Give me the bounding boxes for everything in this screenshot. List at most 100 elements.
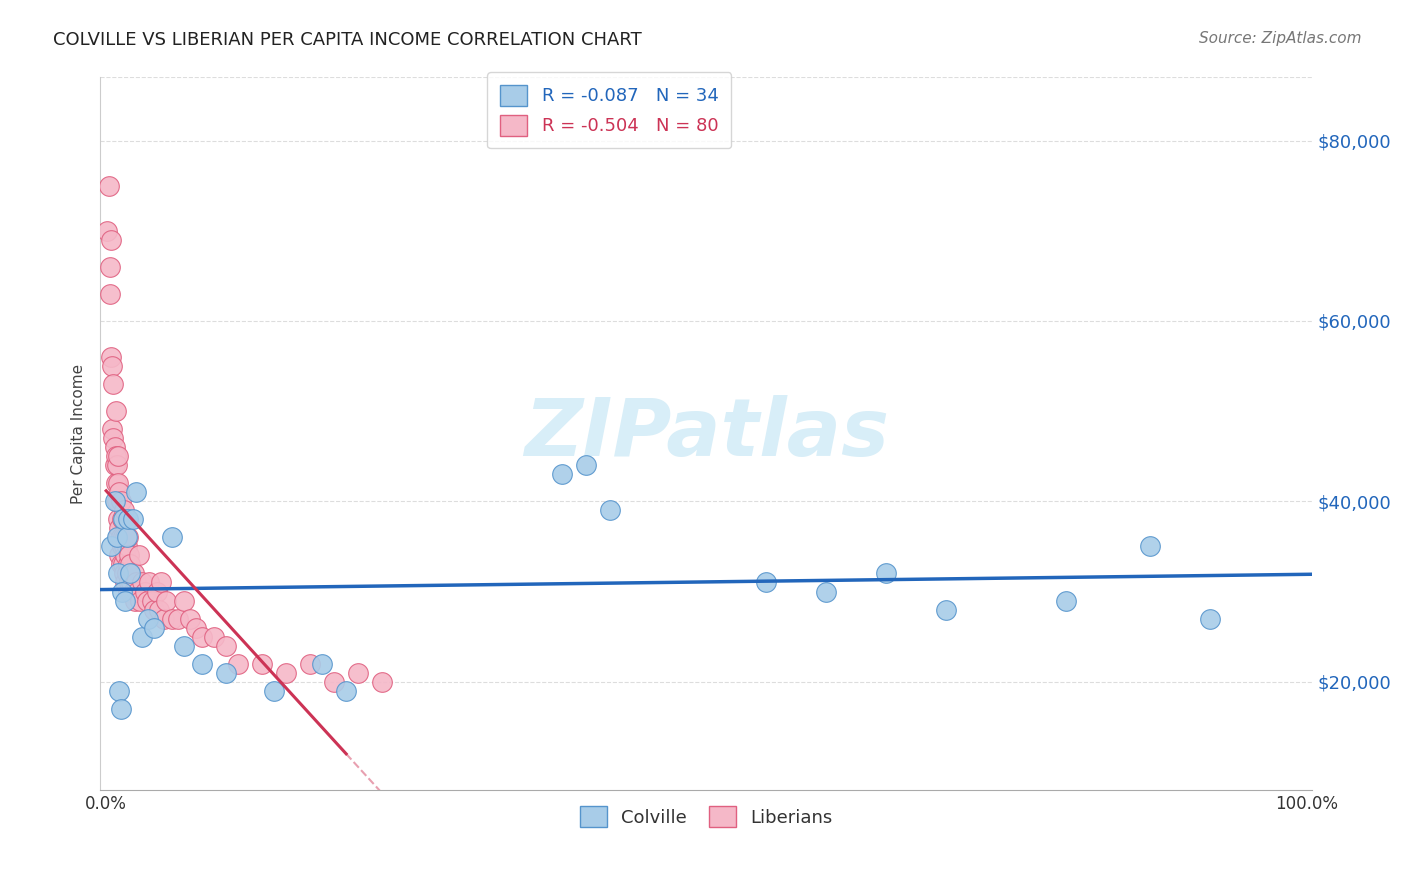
Text: COLVILLE VS LIBERIAN PER CAPITA INCOME CORRELATION CHART: COLVILLE VS LIBERIAN PER CAPITA INCOME C… — [53, 31, 643, 49]
Point — [114, 593, 136, 607]
Point — [136, 593, 159, 607]
Point — [1054, 593, 1077, 607]
Point — [115, 540, 138, 554]
Point — [111, 512, 134, 526]
Point — [112, 503, 135, 517]
Point — [128, 549, 150, 563]
Y-axis label: Per Capita Income: Per Capita Income — [72, 364, 86, 504]
Point — [117, 530, 139, 544]
Point — [215, 665, 238, 680]
Point — [118, 549, 141, 563]
Point — [114, 549, 136, 563]
Point — [1139, 540, 1161, 554]
Point — [323, 674, 346, 689]
Point — [371, 674, 394, 689]
Point — [127, 584, 149, 599]
Point — [115, 530, 138, 544]
Point — [111, 530, 134, 544]
Point — [128, 593, 150, 607]
Point — [276, 665, 298, 680]
Point — [110, 530, 132, 544]
Point — [101, 359, 124, 373]
Point — [111, 558, 134, 572]
Point — [121, 584, 143, 599]
Point — [112, 540, 135, 554]
Point — [167, 611, 190, 625]
Point — [1199, 611, 1222, 625]
Point — [186, 621, 208, 635]
Point — [111, 584, 134, 599]
Point — [112, 566, 135, 581]
Point — [105, 530, 128, 544]
Point — [107, 476, 129, 491]
Point — [148, 602, 170, 616]
Point — [551, 467, 574, 482]
Point — [100, 350, 122, 364]
Point — [97, 178, 120, 193]
Point — [755, 575, 778, 590]
Point — [108, 683, 131, 698]
Point — [118, 575, 141, 590]
Point — [110, 558, 132, 572]
Point — [125, 485, 148, 500]
Point — [152, 611, 174, 625]
Point — [105, 494, 128, 508]
Point — [299, 657, 322, 671]
Point — [250, 657, 273, 671]
Point — [202, 630, 225, 644]
Point — [815, 584, 838, 599]
Point — [134, 584, 156, 599]
Point — [136, 611, 159, 625]
Point — [98, 286, 121, 301]
Point — [114, 530, 136, 544]
Point — [131, 630, 153, 644]
Point — [160, 611, 183, 625]
Point — [120, 584, 142, 599]
Point — [575, 458, 598, 473]
Point — [120, 566, 142, 581]
Point — [107, 566, 129, 581]
Point — [115, 566, 138, 581]
Point — [335, 683, 357, 698]
Text: ZIPatlas: ZIPatlas — [524, 394, 889, 473]
Point — [108, 521, 131, 535]
Point — [121, 512, 143, 526]
Point — [101, 422, 124, 436]
Point — [104, 476, 127, 491]
Point — [107, 530, 129, 544]
Point — [347, 665, 370, 680]
Point — [875, 566, 897, 581]
Point — [122, 566, 145, 581]
Point — [138, 575, 160, 590]
Point — [191, 657, 214, 671]
Point — [111, 512, 134, 526]
Point — [215, 639, 238, 653]
Legend: Colville, Liberians: Colville, Liberians — [572, 799, 839, 834]
Point — [100, 233, 122, 247]
Point — [114, 575, 136, 590]
Point — [117, 584, 139, 599]
Point — [103, 458, 125, 473]
Point — [110, 494, 132, 508]
Point — [120, 558, 142, 572]
Point — [141, 593, 163, 607]
Point — [131, 575, 153, 590]
Point — [108, 549, 131, 563]
Point — [104, 404, 127, 418]
Point — [150, 575, 173, 590]
Point — [103, 377, 125, 392]
Point — [110, 702, 132, 716]
Point — [311, 657, 333, 671]
Point — [125, 575, 148, 590]
Point — [96, 224, 118, 238]
Point — [108, 485, 131, 500]
Point — [100, 540, 122, 554]
Point — [145, 584, 167, 599]
Text: Source: ZipAtlas.com: Source: ZipAtlas.com — [1198, 31, 1361, 46]
Point — [103, 431, 125, 445]
Point — [103, 440, 125, 454]
Point — [263, 683, 285, 698]
Point — [935, 602, 957, 616]
Point — [117, 512, 139, 526]
Point — [143, 621, 166, 635]
